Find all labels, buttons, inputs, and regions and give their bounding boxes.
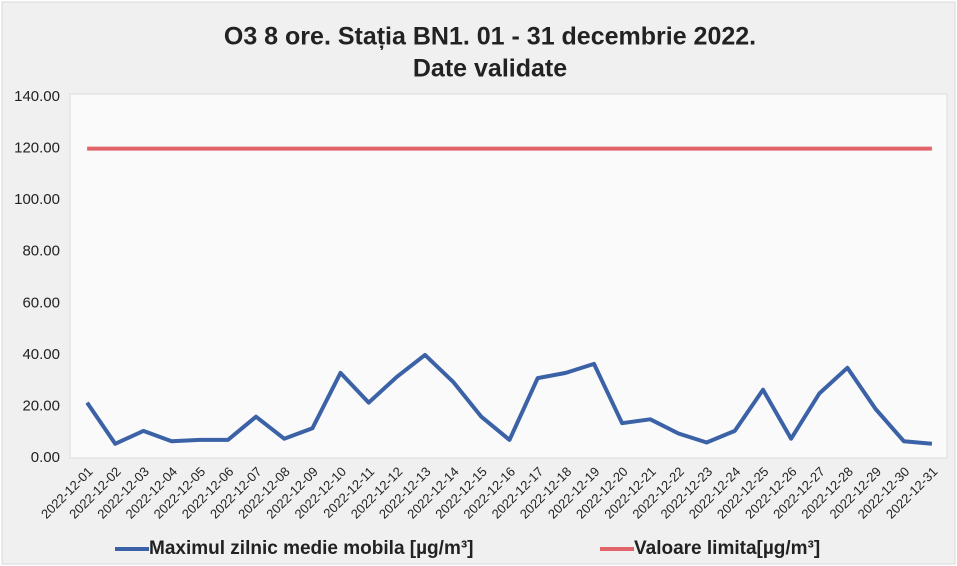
y-tick-label: 80.00 (22, 243, 60, 260)
chart-title: Date validate (413, 55, 567, 83)
legend-label: Maximul zilnic medie mobila [µg/m³] (149, 538, 474, 559)
y-tick-label: 20.00 (22, 397, 60, 414)
y-tick-label: 40.00 (22, 346, 60, 363)
y-tick-label: 100.00 (14, 191, 60, 208)
y-tick-label: 120.00 (14, 140, 60, 157)
y-tick-label: 140.00 (14, 88, 60, 105)
legend-label: Valoare limita[µg/m³] (634, 538, 820, 559)
plot-area (69, 93, 948, 459)
y-tick-label: 0.00 (31, 449, 60, 466)
series-line (85, 352, 933, 446)
chart-title: O3 8 ore. Stația BN1. 01 - 31 decembrie … (224, 23, 756, 51)
y-tick-label: 60.00 (22, 294, 60, 311)
